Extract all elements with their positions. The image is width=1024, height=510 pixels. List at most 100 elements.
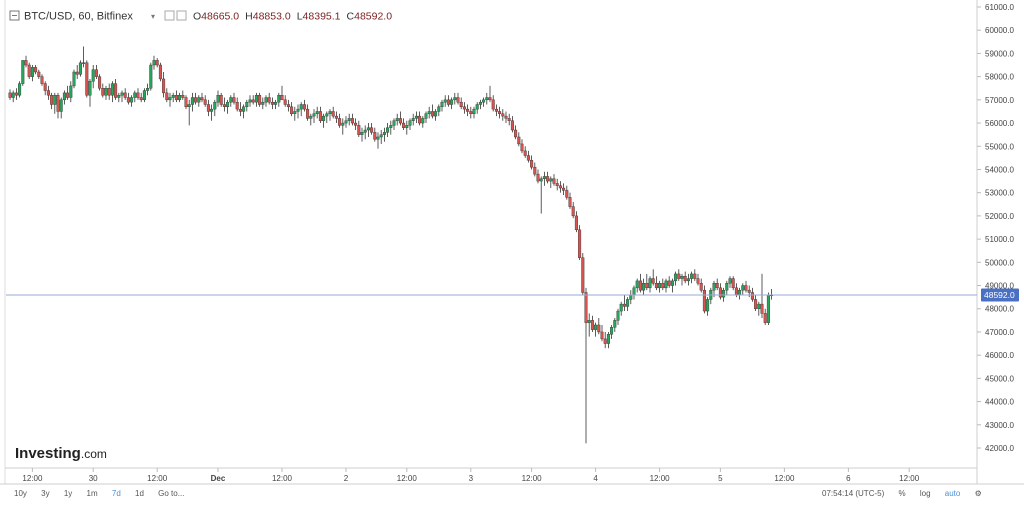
- candle: [376, 132, 380, 149]
- candle-body: [206, 104, 210, 112]
- range-3y[interactable]: 3y: [41, 489, 50, 498]
- symbol-dropdown-icon[interactable]: ▾: [151, 12, 155, 21]
- x-tick-label: 12:00: [147, 474, 168, 483]
- candle-body: [626, 299, 630, 307]
- candle: [187, 99, 191, 126]
- candle-body: [101, 88, 105, 96]
- candle-body: [475, 104, 479, 110]
- settings-gear-icon[interactable]: ⚙: [974, 489, 982, 498]
- candle: [411, 113, 415, 126]
- candle-body: [562, 187, 566, 191]
- candle: [366, 123, 370, 137]
- candle: [395, 113, 399, 126]
- candle-body: [402, 122, 406, 128]
- range-1y[interactable]: 1y: [63, 489, 73, 498]
- candle: [638, 273, 642, 293]
- candle-body: [728, 278, 732, 284]
- candle-body: [446, 99, 450, 105]
- range-7d[interactable]: 7d: [111, 489, 121, 498]
- candle-body: [24, 60, 28, 66]
- compare-icon[interactable]: [164, 10, 175, 21]
- candle-body: [594, 324, 598, 330]
- candle: [363, 125, 367, 140]
- collapse-icon[interactable]: [9, 10, 20, 21]
- candle: [616, 308, 620, 325]
- candle-body: [21, 60, 25, 84]
- candle: [766, 292, 770, 325]
- candle: [683, 271, 687, 284]
- candle: [760, 273, 764, 319]
- candle-body: [766, 294, 770, 323]
- candle: [194, 92, 198, 105]
- candle-body: [8, 92, 12, 98]
- candle-body: [478, 101, 482, 105]
- candle-body: [757, 303, 761, 309]
- candle: [315, 106, 319, 119]
- symbol-title: BTC/USD, 60, Bitfinex: [24, 11, 133, 23]
- candle: [254, 92, 258, 107]
- range-1d[interactable]: 1d: [135, 489, 144, 498]
- candle-body: [632, 287, 636, 296]
- candle: [101, 83, 105, 98]
- candle-body: [498, 111, 502, 114]
- candle-body: [318, 111, 322, 121]
- range-1m[interactable]: 1m: [86, 489, 98, 498]
- candle: [46, 85, 50, 100]
- candle-body: [82, 62, 86, 64]
- candle-body: [331, 111, 335, 117]
- candle-body: [187, 104, 191, 108]
- candle: [245, 99, 249, 112]
- y-tick-label: 54000.0: [985, 165, 1014, 174]
- candle: [142, 88, 146, 103]
- candle: [238, 102, 242, 117]
- candle: [318, 106, 322, 124]
- candle: [373, 127, 377, 142]
- candle: [392, 118, 396, 131]
- candle: [542, 171, 546, 186]
- candle: [450, 97, 454, 110]
- candle: [136, 88, 140, 100]
- candle-body: [539, 178, 543, 182]
- candle-body: [94, 69, 98, 77]
- candle: [504, 111, 508, 124]
- x-tick-label: 30: [89, 474, 98, 483]
- candle-body: [376, 136, 380, 140]
- candle-body: [677, 273, 681, 279]
- candle: [706, 297, 710, 316]
- range-10y[interactable]: 10y: [14, 489, 27, 498]
- candle: [715, 278, 719, 291]
- candle: [104, 85, 108, 100]
- auto-toggle[interactable]: auto: [944, 489, 961, 498]
- candle: [517, 132, 521, 147]
- candle-body: [456, 97, 460, 103]
- candle: [603, 331, 607, 349]
- log-toggle[interactable]: log: [919, 489, 931, 498]
- candle-body: [315, 111, 319, 114]
- goto-button[interactable]: Go to...: [158, 489, 185, 498]
- ohlc-high-value: 48853.0: [253, 11, 291, 23]
- candle: [322, 113, 326, 128]
- candle-body: [53, 94, 57, 105]
- candle-body: [488, 97, 492, 101]
- candle-body: [328, 111, 332, 114]
- candle: [757, 301, 761, 316]
- candle-body: [434, 111, 438, 117]
- candle-body: [184, 97, 188, 108]
- candle: [270, 97, 274, 110]
- svg-text:Investing.com: Investing.com: [15, 445, 107, 462]
- candle-body: [14, 92, 18, 96]
- candle-body: [165, 92, 169, 101]
- indicator-icon[interactable]: [176, 10, 187, 21]
- candle-body: [722, 289, 726, 298]
- y-tick-label: 42000.0: [985, 444, 1014, 453]
- candle-body: [139, 97, 143, 101]
- candle-body: [370, 127, 374, 133]
- investing-logo: Investing.com: [15, 445, 107, 462]
- candle-body: [392, 120, 396, 126]
- candle-body: [578, 229, 582, 258]
- candle-body: [667, 280, 671, 286]
- percent-toggle[interactable]: %: [898, 489, 906, 498]
- ohlc-open-value: 48665.0: [201, 11, 239, 23]
- candle: [50, 92, 54, 110]
